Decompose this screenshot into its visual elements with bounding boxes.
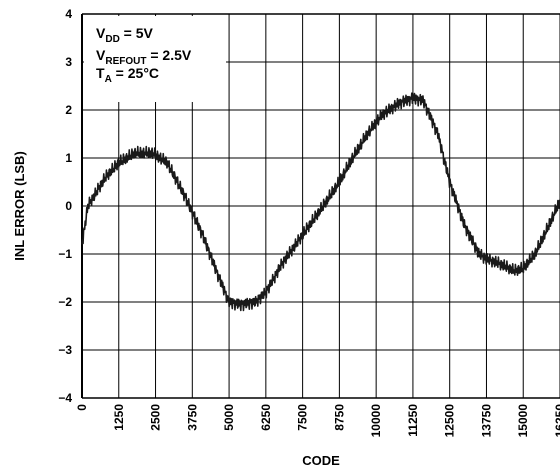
y-axis-label: INL ERROR (LSB) — [12, 151, 27, 261]
x-tick-label: 16250 — [553, 404, 560, 438]
x-tick-label: 2500 — [149, 404, 163, 431]
x-axis-label: CODE — [302, 453, 340, 468]
x-tick-label: 12500 — [443, 404, 457, 438]
y-tick-label: −3 — [58, 343, 72, 357]
annotation-vrefout: VREFOUT = 2.5V — [96, 47, 192, 67]
y-tick-label: −2 — [58, 295, 72, 309]
x-tick-label: 11250 — [406, 404, 420, 437]
tick-labels: 0 1250 2500 3750 5000 6250 7500 8750 10000 11250 1… — [58, 7, 560, 437]
y-tick-label: 0 — [65, 199, 72, 213]
x-tick-label: 0 — [75, 404, 89, 411]
x-tick-label: 6250 — [259, 404, 273, 431]
x-tick-label: 1250 — [112, 404, 126, 431]
annotation-vdd: VDD = 5V — [96, 25, 154, 45]
x-tick-label: 8750 — [332, 404, 346, 431]
x-tick-label: 7500 — [296, 404, 310, 431]
y-tick-label: 3 — [65, 55, 72, 69]
x-tick-label: 3750 — [185, 404, 199, 431]
x-tick-label: 13750 — [479, 404, 493, 438]
annotation-background — [84, 16, 226, 102]
y-tick-label: −1 — [58, 247, 72, 261]
y-tick-label: 2 — [65, 103, 72, 117]
x-tick-label: 10000 — [369, 404, 383, 438]
series-layer — [81, 92, 560, 312]
y-tick-label: 4 — [65, 7, 72, 21]
y-tick-label: 1 — [65, 151, 72, 165]
x-tick-label: 15000 — [516, 404, 530, 438]
annotation-ta: TA = 25°C — [96, 65, 159, 85]
series-line-0 — [81, 92, 560, 312]
annotation-box: VDD = 5V VREFOUT = 2.5V TA = 25°C — [84, 16, 226, 102]
x-tick-label: 5000 — [222, 404, 236, 431]
y-tick-label: −4 — [58, 391, 72, 405]
